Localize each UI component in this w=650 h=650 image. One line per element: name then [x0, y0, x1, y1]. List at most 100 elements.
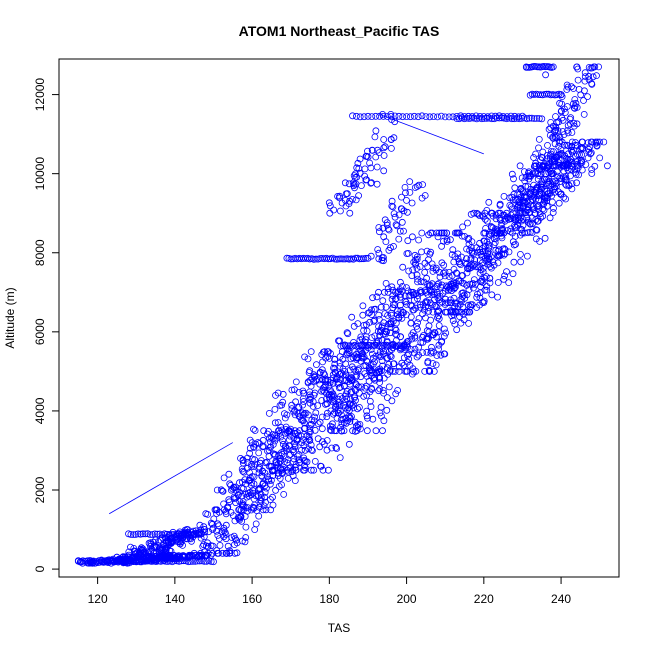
data-point: [391, 367, 399, 375]
data-point: [371, 374, 379, 382]
data-point: [297, 416, 305, 424]
data-point: [290, 434, 298, 442]
data-point: [381, 310, 389, 318]
data-point: [353, 354, 361, 362]
data-point: [358, 350, 366, 358]
data-point: [239, 456, 247, 464]
data-point: [479, 268, 487, 276]
data-point: [403, 284, 410, 292]
data-point: [549, 63, 557, 71]
data-point: [255, 512, 263, 520]
data-point: [452, 279, 460, 287]
data-point: [288, 386, 296, 394]
data-point: [213, 547, 221, 554]
data-point: [273, 432, 281, 439]
data-point: [296, 458, 304, 466]
data-point: [485, 198, 493, 206]
data-point: [409, 306, 417, 314]
data-point: [528, 229, 536, 237]
data-point: [459, 293, 466, 301]
data-point: [394, 386, 402, 394]
data-point: [511, 184, 519, 192]
data-point: [467, 254, 475, 262]
data-point: [134, 558, 142, 565]
data-point: [448, 272, 456, 279]
data-point: [384, 225, 392, 233]
data-point: [493, 114, 501, 122]
data-point: [492, 215, 500, 223]
data-point: [354, 405, 361, 413]
data-point: [459, 223, 467, 231]
data-point: [369, 294, 377, 302]
data-point: [376, 112, 384, 120]
data-point: [367, 179, 375, 187]
data-point: [173, 531, 180, 539]
data-point: [291, 464, 299, 471]
data-point: [306, 399, 314, 407]
data-point: [471, 256, 479, 264]
data-point: [453, 326, 461, 334]
data-point: [440, 229, 448, 237]
data-point: [464, 236, 472, 243]
data-point: [116, 557, 123, 565]
data-point: [484, 240, 492, 248]
data-point: [506, 201, 514, 209]
data-point: [486, 274, 494, 282]
data-point: [363, 327, 371, 335]
data-point: [467, 210, 475, 218]
data-point: [524, 216, 532, 224]
data-point: [539, 148, 547, 156]
data-point: [494, 279, 502, 286]
data-point: [311, 457, 319, 465]
data-point: [469, 284, 477, 292]
data-point: [384, 354, 392, 362]
data-point: [265, 409, 273, 417]
data-point: [284, 429, 291, 437]
data-point: [470, 250, 477, 258]
data-point: [484, 113, 492, 121]
data-point: [449, 246, 457, 254]
data-point: [327, 376, 335, 384]
data-point: [230, 483, 238, 491]
data-point: [428, 343, 435, 351]
data-point: [380, 389, 388, 397]
y-tick-label: 6000: [33, 318, 47, 345]
data-point: [349, 112, 356, 120]
data-point: [507, 215, 515, 223]
data-point: [546, 214, 554, 222]
data-point: [445, 113, 453, 121]
data-point: [248, 455, 256, 463]
data-point: [155, 557, 162, 565]
data-point: [564, 126, 571, 134]
connector-line: [109, 442, 233, 515]
data-point: [275, 482, 283, 490]
data-point: [433, 352, 441, 359]
data-point: [525, 218, 532, 226]
data-point: [584, 93, 591, 100]
data-point: [532, 235, 540, 243]
data-point: [440, 350, 448, 358]
data-point: [314, 435, 322, 443]
data-point: [317, 462, 325, 470]
data-point: [551, 184, 559, 192]
data-point: [332, 443, 340, 451]
data-point: [398, 287, 406, 295]
data-point: [510, 115, 518, 123]
data-point: [390, 210, 398, 218]
data-point: [371, 341, 379, 349]
data-point: [470, 114, 478, 122]
data-point: [448, 312, 456, 320]
data-point: [588, 170, 596, 177]
data-point: [370, 317, 378, 325]
data-point: [325, 199, 333, 207]
data-point: [403, 208, 411, 216]
data-point: [197, 549, 205, 557]
data-point: [403, 351, 411, 359]
data-point: [379, 224, 387, 232]
data-point: [308, 446, 315, 454]
data-point: [419, 181, 427, 189]
data-point: [326, 386, 334, 394]
data-point: [562, 195, 569, 203]
data-point: [342, 342, 349, 349]
data-point: [558, 114, 566, 122]
